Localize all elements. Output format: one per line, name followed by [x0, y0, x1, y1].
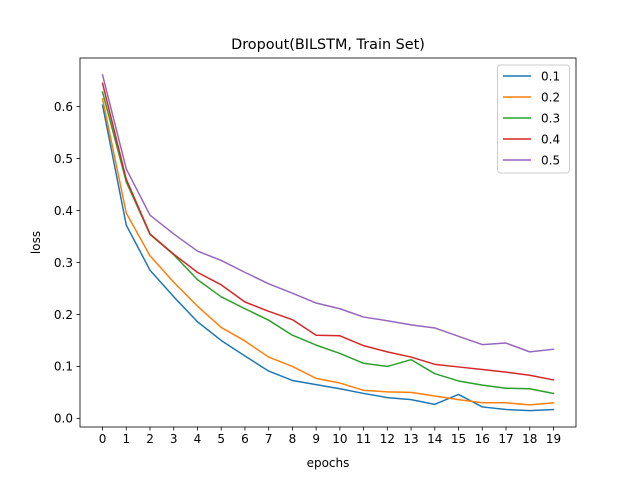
chart-title: Dropout(BILSTM, Train Set) [231, 37, 425, 53]
plot-area [80, 58, 576, 427]
x-tick-label: 1 [122, 432, 130, 446]
series-line-0-5 [101, 74, 555, 353]
x-tick-label: 2 [146, 432, 154, 446]
plot-frame [79, 57, 577, 428]
x-tick-label: 5 [217, 432, 225, 446]
x-tick-label: 10 [332, 432, 347, 446]
series-lines [101, 74, 555, 412]
x-tick-label: 14 [427, 432, 442, 446]
y-tick-label: 0.1 [54, 360, 73, 374]
x-tick-label: 15 [451, 432, 466, 446]
x-axis: 0 1 2 3 4 5 6 7 8 9 10 11 12 13 14 15 16 17 18 19 [99, 427, 561, 446]
x-tick-label: 17 [498, 432, 513, 446]
y-tick-label: 0.6 [54, 100, 73, 114]
legend-box [497, 64, 570, 174]
legend-label: 0.4 [541, 132, 560, 146]
y-tick-label: 0.4 [54, 204, 73, 218]
x-tick-label: 9 [312, 432, 320, 446]
x-tick-label: 8 [289, 432, 297, 446]
x-tick-label: 16 [475, 432, 490, 446]
legend-label: 0.5 [541, 153, 560, 167]
legend-label: 0.1 [541, 69, 560, 83]
series-line-0-2 [101, 97, 555, 406]
y-tick-label: 0.3 [54, 256, 73, 270]
x-axis-label: epochs [307, 456, 350, 470]
x-tick-label: 6 [241, 432, 249, 446]
legend: 0.1 0.2 0.3 0.4 0.5 [497, 64, 570, 174]
series-line-0-4 [101, 82, 555, 381]
x-tick-label: 3 [170, 432, 178, 446]
x-tick-label: 0 [99, 432, 107, 446]
y-axis: 0.0 0.1 0.2 0.3 0.4 0.5 0.6 [54, 100, 80, 426]
x-tick-label: 13 [403, 432, 418, 446]
legend-label: 0.3 [541, 111, 560, 125]
x-tick-label: 19 [546, 432, 561, 446]
x-tick-label: 12 [380, 432, 395, 446]
x-tick-label: 4 [194, 432, 202, 446]
series-line-0-3 [101, 91, 555, 395]
y-tick-label: 0.2 [54, 308, 73, 322]
x-tick-label: 7 [265, 432, 273, 446]
y-tick-label: 0.0 [54, 412, 73, 426]
series-line-0-1 [101, 104, 555, 412]
legend-label: 0.2 [541, 90, 560, 104]
x-tick-label: 18 [522, 432, 537, 446]
y-tick-label: 0.5 [54, 152, 73, 166]
x-tick-label: 11 [356, 432, 371, 446]
y-axis-label: loss [29, 231, 43, 254]
